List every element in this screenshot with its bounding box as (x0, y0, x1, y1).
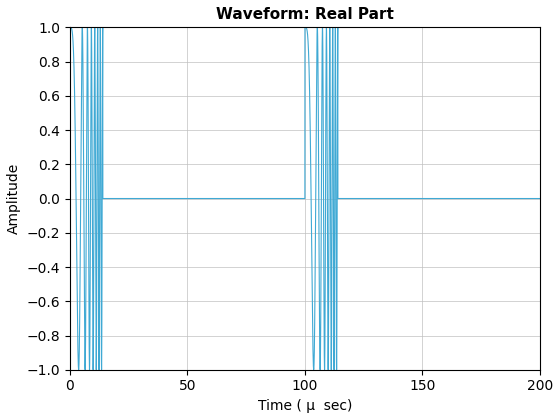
Title: Waveform: Real Part: Waveform: Real Part (216, 7, 394, 22)
X-axis label: Time ( μ  sec): Time ( μ sec) (258, 399, 352, 413)
Y-axis label: Amplitude: Amplitude (7, 163, 21, 234)
